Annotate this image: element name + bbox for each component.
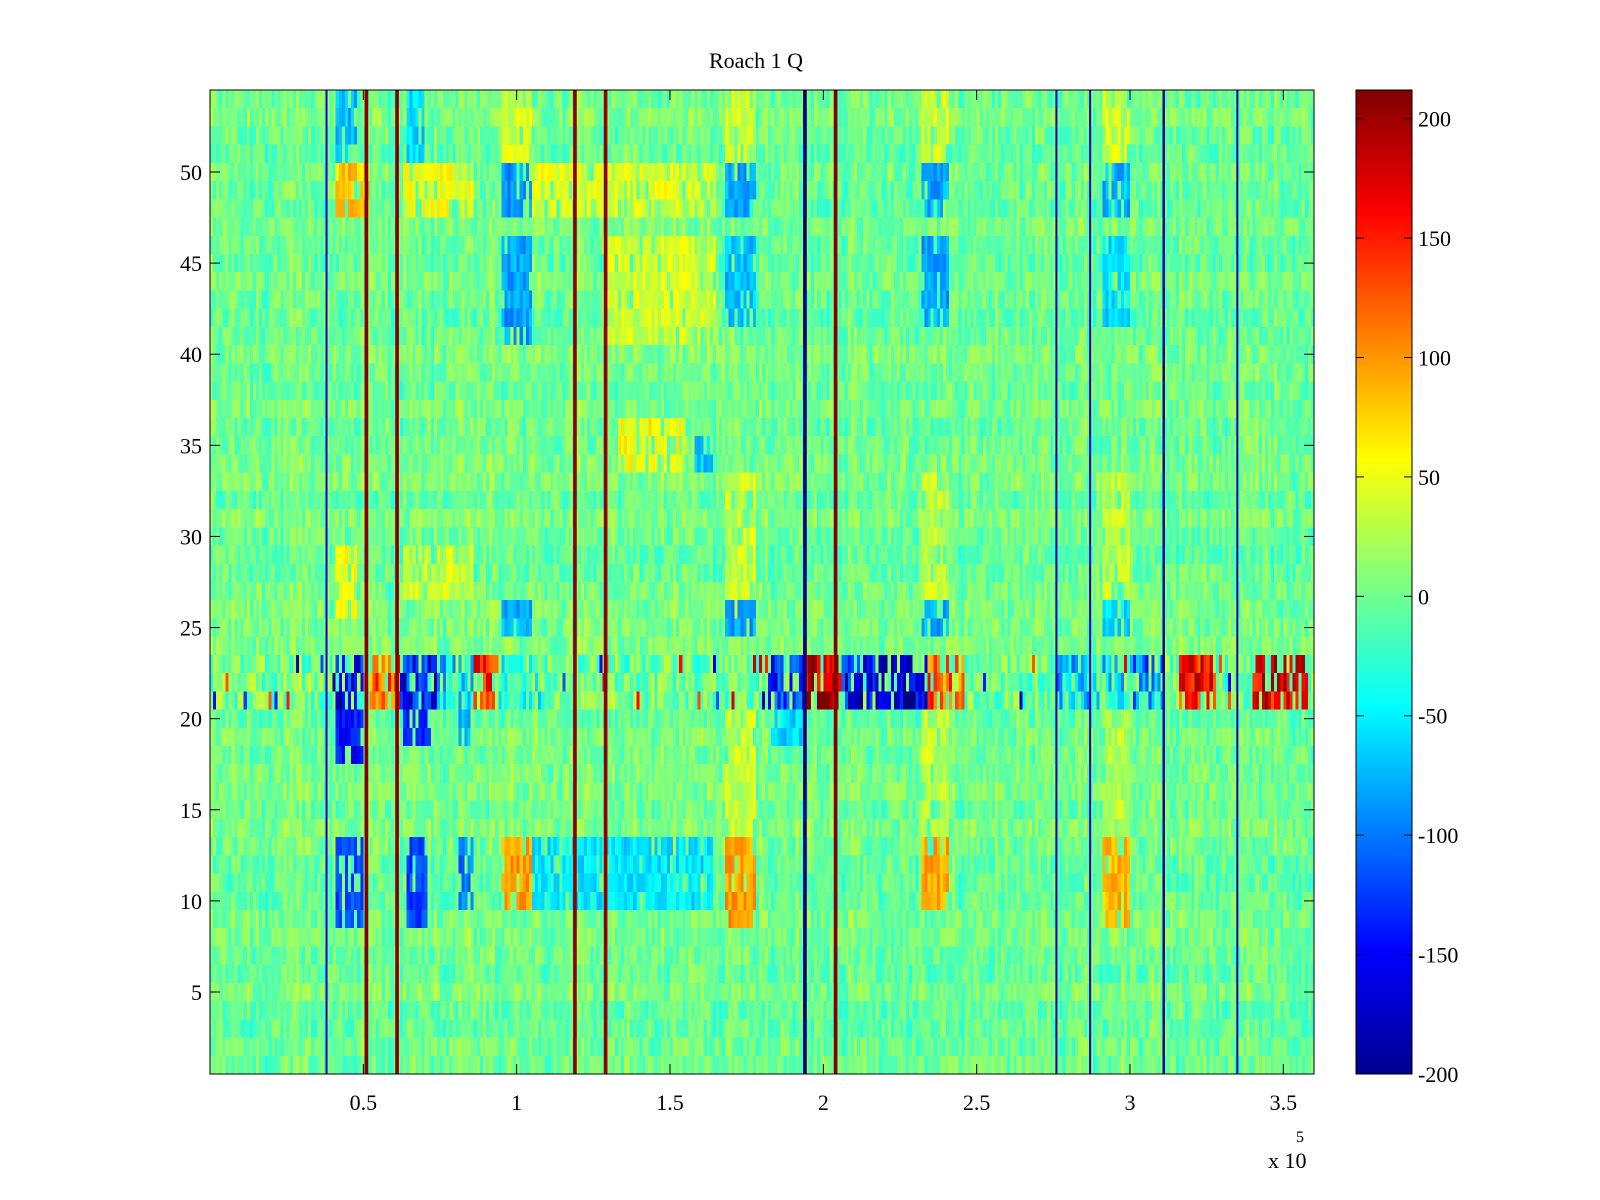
colorbar: -200 -150 -100 -50 0 50 100 150 200 [1355, 89, 1458, 1087]
colorbar-tick-label: -50 [1418, 704, 1447, 729]
vertical-stripe-7 [1055, 90, 1058, 1074]
colorbar-tick-label: -200 [1418, 1062, 1458, 1087]
colorbar-tick-label: 0 [1418, 584, 1429, 609]
colorbar-ticks: -200 -150 -100 -50 0 50 100 150 200 [1356, 107, 1458, 1087]
vertical-stripe-3 [573, 90, 577, 1074]
chart-title: Roach 1 Q [709, 48, 803, 73]
y-tick-label: 15 [180, 798, 202, 823]
vertical-stripe-1 [364, 90, 369, 1074]
colorbar-tick-label: 100 [1418, 345, 1451, 370]
x-tick-label: 2.5 [963, 1090, 991, 1115]
colorbar-gradient [1355, 89, 1413, 1075]
x-axis: 0.5 1 1.5 2 2.5 3 3.5 [350, 90, 1298, 1115]
y-tick-label: 45 [180, 251, 202, 276]
colorbar-tick-label: 50 [1418, 465, 1440, 490]
vertical-stripe-0 [325, 90, 328, 1074]
x-tick-label: 1 [511, 1090, 522, 1115]
x-tick-label: 1.5 [656, 1090, 684, 1115]
plot-frame [209, 89, 1315, 1075]
colorbar-tick-label: -100 [1418, 823, 1458, 848]
heatmap-plot-area [209, 89, 1315, 1075]
vertical-stripe-8 [1089, 90, 1092, 1074]
x-tick-label: 3 [1125, 1090, 1136, 1115]
x-tick-label: 0.5 [350, 1090, 378, 1115]
y-tick-label: 25 [180, 616, 202, 641]
vertical-stripe-2 [395, 90, 399, 1074]
heatmap-cells [210, 90, 1314, 1074]
vertical-stripe-10 [1236, 90, 1239, 1074]
y-tick-label: 50 [180, 160, 202, 185]
colorbar-tick-label: 150 [1418, 226, 1451, 251]
y-axis: 5 10 15 20 25 30 35 40 45 50 [180, 160, 1314, 1005]
y-tick-label: 20 [180, 707, 202, 732]
y-tick-label: 5 [191, 980, 202, 1005]
colorbar-tick-label: -150 [1418, 943, 1458, 968]
heatmap-vertical-stripes [325, 90, 1239, 1074]
y-tick-label: 10 [180, 889, 202, 914]
x-tick-label: 3.5 [1270, 1090, 1298, 1115]
vertical-stripe-4 [603, 90, 608, 1074]
colorbar-tick-label: 200 [1418, 107, 1451, 132]
y-tick-label: 40 [180, 342, 202, 367]
vertical-stripe-5 [803, 90, 807, 1074]
y-tick-label: 35 [180, 433, 202, 458]
x-axis-multiplier-exponent: 5 [1296, 1129, 1304, 1146]
x-axis-multiplier: x 10 [1268, 1148, 1307, 1173]
vertical-stripe-9 [1162, 90, 1165, 1074]
y-tick-label: 30 [180, 524, 202, 549]
x-tick-label: 2 [818, 1090, 829, 1115]
vertical-stripe-6 [833, 90, 838, 1074]
